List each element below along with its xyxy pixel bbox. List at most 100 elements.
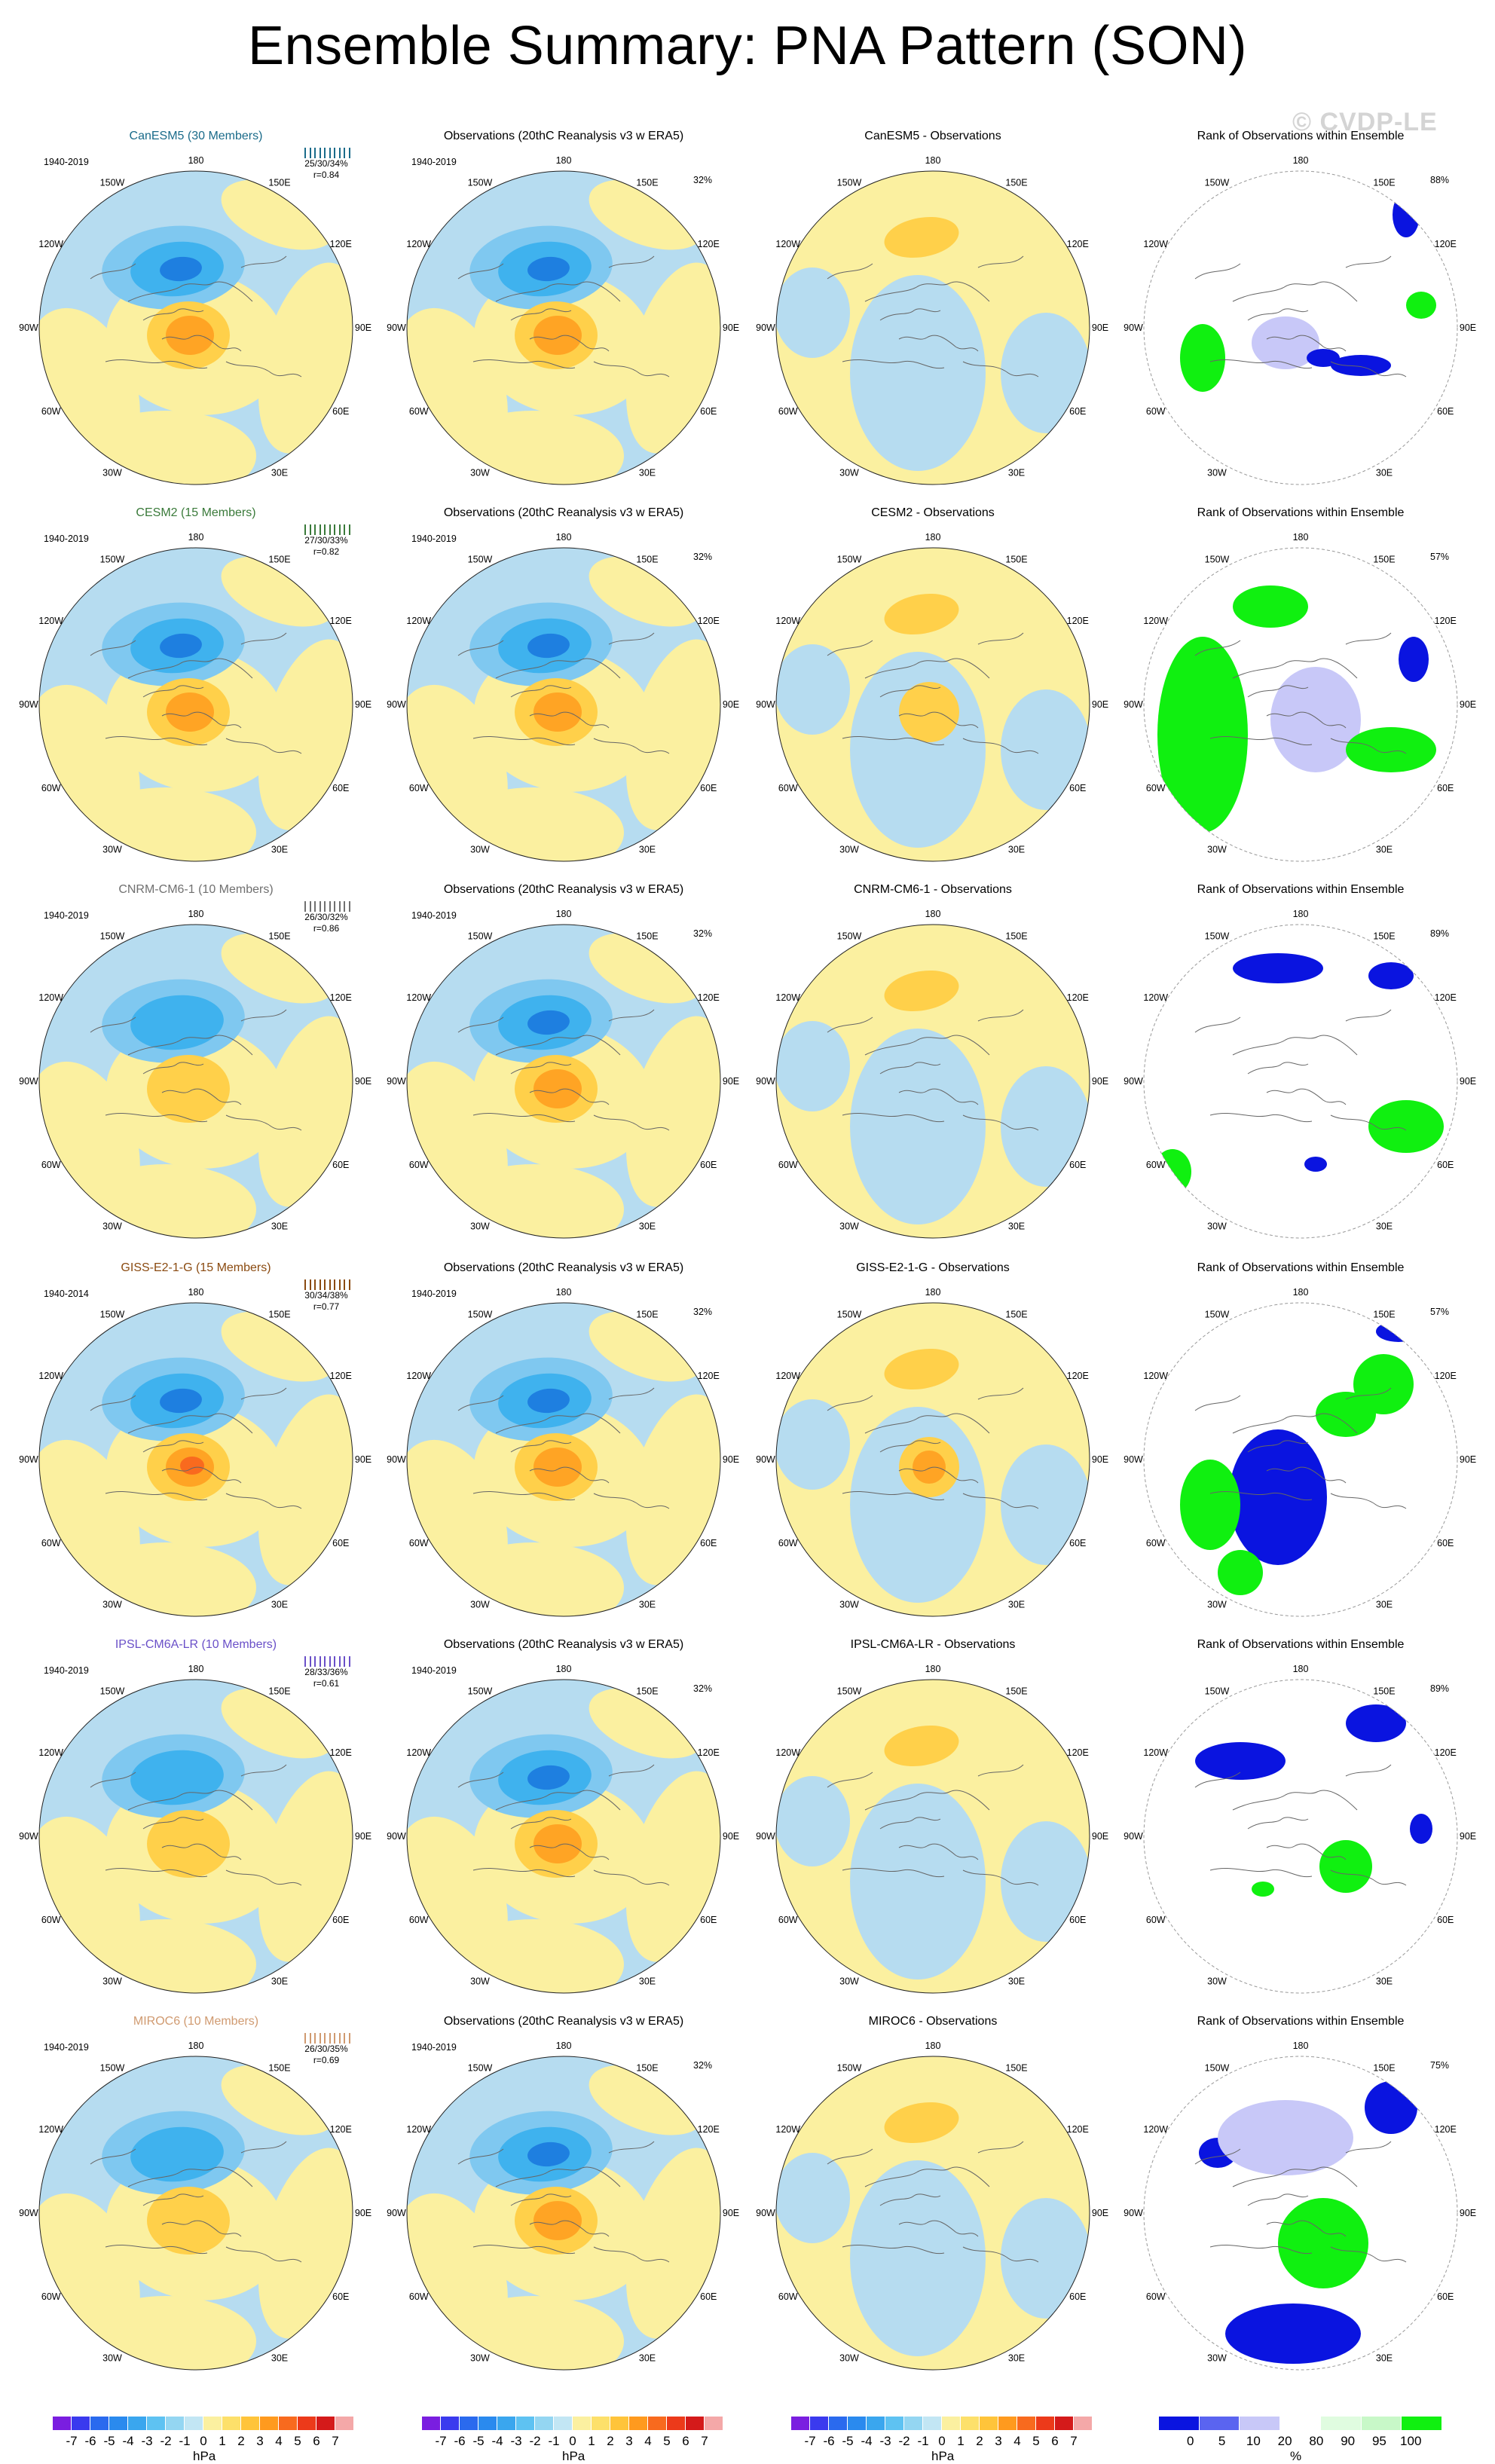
colorbar-swatch [90, 2417, 109, 2430]
longitude-label: 60E [332, 1160, 349, 1170]
longitude-label: 30E [271, 2352, 288, 2363]
rank-field [1144, 1303, 1457, 1616]
diff-map-panel: 180150E120E90E60E30E030W60W90W120W150WMI… [752, 1998, 1114, 2375]
polar-map: 180150E120E90E60E30E030W60W90W120W150W [756, 909, 1108, 1239]
longitude-label: 150E [268, 931, 290, 942]
colorbar-label: -1 [917, 2434, 929, 2448]
longitude-label: 120E [1067, 2124, 1089, 2135]
longitude-label: 90E [1460, 2208, 1476, 2218]
colorbar-swatch [629, 2417, 648, 2430]
member-tick [319, 148, 321, 158]
longitude-label: 30E [1376, 1976, 1393, 1986]
colorbar-label: 3 [625, 2434, 633, 2448]
longitude-label: 150E [268, 1310, 290, 1320]
longitude-label: 120E [1067, 239, 1089, 249]
polar-map: 180150E120E90E60E30E030W60W90W120W150W [19, 1664, 371, 1994]
longitude-label: 60E [1437, 1538, 1454, 1548]
member-tick [309, 901, 311, 912]
panel-title: CNRM-CM6-1 (10 Members) [118, 883, 274, 896]
longitude-label: 60E [1437, 1915, 1454, 1925]
longitude-label: 150W [837, 2063, 862, 2074]
rank-field [1144, 1680, 1457, 1993]
longitude-label: 120E [1067, 1371, 1089, 1381]
colorbar-label: 0 [200, 2434, 207, 2448]
year-range: 1940-2014 [44, 1289, 89, 1299]
map-field [407, 1680, 720, 1993]
longitude-label: 120E [330, 992, 352, 1003]
model-map-panel: 180150E120E90E60E30E030W60W90W120W150WMI… [15, 1998, 377, 2375]
variance-percent: 89% [1430, 1683, 1450, 1694]
member-tick [348, 901, 350, 912]
map-field [776, 1303, 1090, 1616]
diff-map-panel: 180150E120E90E60E30E030W60W90W120W150WGI… [752, 1245, 1114, 1622]
variance-percent: 32% [693, 175, 713, 185]
longitude-label: 90E [723, 323, 739, 333]
colorbar-swatch [147, 2417, 166, 2430]
longitude-label: 180 [188, 1664, 204, 1674]
longitude-label: 30E [639, 1976, 656, 1986]
variance-range: 30/34/38% [304, 1290, 348, 1301]
colorbar-swatch [705, 2417, 723, 2430]
colorbar-swatch [316, 2417, 335, 2430]
longitude-label: 60E [700, 2291, 717, 2302]
longitude-label: 120E [1435, 2124, 1457, 2135]
colorbar-label: 1 [957, 2434, 965, 2448]
member-tick [329, 524, 331, 535]
longitude-label: 30E [271, 1976, 288, 1986]
longitude-label: 30W [1207, 2352, 1227, 2363]
longitude-label: 60W [41, 2291, 61, 2302]
variance-percent: 32% [693, 552, 713, 562]
pattern-correlation: r=0.82 [313, 546, 340, 557]
longitude-label: 180 [1293, 2041, 1309, 2051]
year-range: 1940-2019 [44, 1665, 89, 1676]
colorbar-swatch [53, 2417, 72, 2430]
longitude-label: 90W [19, 2208, 38, 2218]
colorbar-swatch [222, 2417, 241, 2430]
longitude-label: 90E [723, 1076, 739, 1087]
longitude-label: 30W [839, 1221, 859, 1231]
longitude-label: 180 [925, 1664, 941, 1674]
polar-map: 180150E120E90E60E30E030W60W90W120W150W [756, 2041, 1108, 2371]
longitude-label: 60W [41, 1915, 61, 1925]
polar-map: 180150E120E90E60E30E030W60W90W120W150W [387, 1664, 739, 1994]
panel-title: IPSL-CM6A-LR (10 Members) [115, 1638, 277, 1651]
longitude-label: 120W [1143, 2124, 1168, 2135]
member-tick [319, 524, 321, 535]
map-field [39, 1303, 353, 1616]
member-tick [324, 148, 326, 158]
longitude-label: 90E [1092, 2208, 1108, 2218]
variance-range: 26/30/35% [304, 2044, 348, 2054]
diff-map-panel: 180150E120E90E60E30E030W60W90W120W150WCa… [752, 113, 1114, 490]
longitude-label: 30W [839, 2352, 859, 2363]
longitude-label: 90E [1460, 1454, 1476, 1465]
colorbar-label: -3 [510, 2434, 522, 2448]
colorbar-label: 5 [1032, 2434, 1040, 2448]
variance-percent: 88% [1430, 175, 1450, 185]
model-map-panel: 180150E120E90E60E30E030W60W90W120W150W IP… [15, 1622, 377, 1998]
member-tick [324, 1656, 326, 1667]
colorbar-label: 2 [976, 2434, 983, 2448]
map-field [39, 1680, 353, 1993]
colorbar-label: 80 [1309, 2434, 1324, 2448]
polar-map: 180150E120E90E60E30E030W60W90W120W150W [1124, 1287, 1476, 1617]
member-tick [314, 524, 316, 535]
longitude-label: 90E [355, 699, 371, 710]
longitude-label: 120E [1435, 1747, 1457, 1758]
panel-title: Observations (20thC Reanalysis v3 w ERA5… [443, 130, 684, 142]
rank-map-panel: 180150E120E90E60E30E030W60W90W120W150WRa… [1120, 1622, 1481, 1998]
longitude-label: 60W [778, 1160, 798, 1170]
member-tick [304, 524, 306, 535]
longitude-label: 30E [271, 844, 288, 854]
longitude-label: 30E [1376, 1221, 1393, 1231]
longitude-label: 60W [409, 1160, 429, 1170]
longitude-label: 150E [268, 178, 290, 188]
colorbar-units: hPa [562, 2449, 585, 2463]
colorbar-label: 10 [1246, 2434, 1261, 2448]
longitude-label: 90E [1092, 323, 1108, 333]
map-field [407, 548, 720, 861]
member-tick [329, 2033, 331, 2044]
polar-map: 180150E120E90E60E30E030W60W90W120W150W [19, 155, 371, 485]
longitude-label: 180 [925, 1287, 941, 1298]
colorbar-label: 7 [332, 2434, 339, 2448]
colorbar-swatch [72, 2417, 90, 2430]
